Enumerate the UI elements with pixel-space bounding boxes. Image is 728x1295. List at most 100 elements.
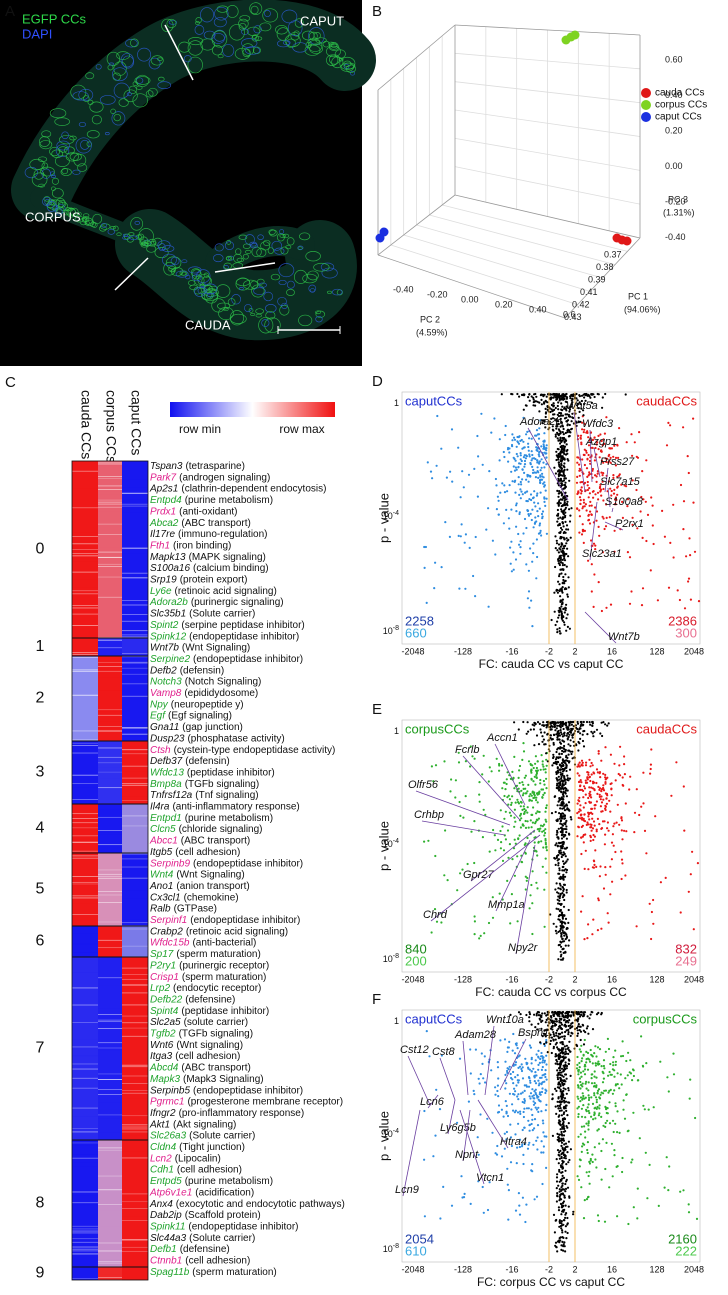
gene-dot — [580, 407, 583, 410]
gene-name: Anx4 — [149, 1198, 173, 1209]
gene-dot — [561, 598, 565, 601]
gene-dot — [440, 921, 443, 924]
gene-dot — [565, 846, 569, 849]
gene-dot — [569, 744, 572, 747]
gene-dot — [513, 838, 516, 841]
gene-dot — [525, 478, 528, 481]
gene-dot — [563, 466, 566, 469]
gene-dot — [506, 1167, 509, 1170]
gene-dot — [556, 1192, 559, 1195]
gene-dot — [545, 532, 549, 535]
gene-dot — [555, 772, 558, 776]
heatmap-block — [72, 741, 98, 804]
gene-dot — [597, 498, 600, 501]
gene-dot — [562, 516, 565, 519]
gene-dot — [616, 486, 619, 489]
heatmap-row — [72, 1039, 98, 1041]
gene-dot — [613, 1069, 616, 1072]
gene-dot — [578, 800, 581, 803]
heatmap-row — [122, 890, 148, 891]
gene-dot — [577, 1025, 580, 1028]
gene-dot — [496, 1144, 499, 1148]
x-tick-label: -2048 — [401, 974, 424, 984]
tubule — [229, 310, 245, 326]
gene-dot — [484, 1081, 487, 1084]
gene-dot — [556, 782, 559, 785]
gene-dot — [521, 1066, 524, 1069]
gene-dot — [683, 607, 687, 610]
gene-dot — [600, 801, 604, 804]
gene-dot — [565, 443, 568, 446]
gene-dot — [669, 541, 672, 545]
gene-dot — [542, 793, 545, 797]
gene-dot — [567, 1052, 570, 1055]
tubule — [80, 139, 90, 150]
gene-dot — [565, 828, 568, 831]
gene-dot — [587, 1109, 590, 1113]
gene-dot — [602, 1064, 606, 1068]
gene-dot — [507, 1189, 510, 1192]
gene-dot — [516, 855, 519, 858]
gene-dot — [557, 895, 560, 898]
gene-dot — [623, 1117, 627, 1120]
gene-dot — [522, 440, 525, 443]
tubule — [255, 308, 264, 315]
heatmap-row — [98, 670, 122, 672]
gene-dot — [544, 771, 547, 774]
gene-dot — [590, 513, 593, 516]
gene-dot — [468, 546, 471, 550]
gene-dot — [598, 1062, 601, 1066]
gene-dot — [566, 500, 569, 503]
gene-dot — [530, 799, 534, 802]
gene-dot — [557, 864, 560, 867]
gene-dot — [561, 724, 564, 728]
gene-dot — [606, 821, 610, 824]
gene-dot — [443, 874, 446, 877]
gene-dot — [589, 500, 592, 503]
gene-dot — [556, 549, 559, 552]
gene-dot — [572, 393, 575, 396]
gene-dot — [457, 751, 460, 754]
gene-dot — [521, 468, 524, 471]
gene-dot — [596, 1129, 599, 1132]
gene-dot — [592, 542, 596, 545]
gene-dot — [508, 811, 511, 814]
gene-dot — [568, 415, 571, 418]
gene-dot — [617, 456, 620, 459]
gene-dot — [508, 1092, 511, 1095]
gene-dot — [597, 525, 600, 529]
gene-dot — [565, 935, 569, 938]
gene-dot — [566, 789, 569, 792]
gene-dot — [581, 733, 584, 736]
heatmap-row — [72, 743, 98, 745]
gene-dot — [565, 766, 568, 770]
gene-dot — [597, 785, 600, 789]
gene-annotation: Crhbp — [414, 809, 444, 821]
gene-dot — [510, 893, 513, 896]
gene-dot — [520, 1063, 523, 1066]
heatmap-row — [122, 1128, 148, 1130]
heatmap-row — [72, 1029, 98, 1031]
gene-dot — [540, 840, 543, 843]
gene-dot — [432, 780, 435, 783]
heatmap-row — [72, 850, 98, 852]
gene-dot — [540, 403, 544, 406]
gene-dot — [563, 580, 566, 583]
heatmap-row — [98, 730, 122, 732]
gene-dot — [593, 835, 597, 838]
gene-dot — [582, 841, 585, 844]
gene-dot — [556, 1069, 559, 1072]
gene-dot — [514, 491, 517, 494]
tubule — [158, 76, 165, 82]
tubule — [84, 220, 95, 226]
heatmap-row — [122, 604, 148, 606]
gene-dot — [537, 1068, 540, 1071]
tubule — [86, 130, 100, 139]
gene-dot — [561, 582, 564, 585]
gene-dot — [519, 1112, 522, 1115]
gene-dot — [460, 523, 463, 526]
gene-dot — [633, 441, 636, 444]
gene-dot — [599, 776, 602, 779]
heatmap-row — [98, 1205, 122, 1207]
heatmap-row — [98, 916, 122, 918]
